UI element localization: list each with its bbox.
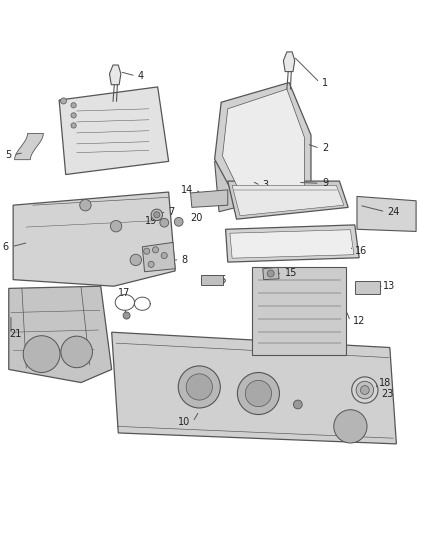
Polygon shape: [263, 268, 279, 280]
Circle shape: [148, 261, 154, 268]
Circle shape: [174, 217, 183, 226]
Circle shape: [161, 253, 167, 259]
Circle shape: [130, 254, 141, 265]
Polygon shape: [252, 268, 346, 355]
Polygon shape: [142, 243, 175, 272]
Circle shape: [356, 381, 374, 399]
Text: 3: 3: [263, 181, 269, 190]
Circle shape: [293, 400, 302, 409]
Polygon shape: [226, 225, 359, 262]
Polygon shape: [283, 52, 295, 71]
Polygon shape: [191, 190, 228, 207]
Polygon shape: [59, 87, 169, 174]
Text: 6: 6: [3, 242, 9, 252]
Polygon shape: [110, 65, 121, 85]
Circle shape: [237, 373, 279, 415]
Circle shape: [154, 212, 160, 218]
Circle shape: [123, 312, 130, 319]
Text: 4: 4: [138, 71, 144, 81]
Text: 1: 1: [322, 77, 328, 87]
Text: 14: 14: [180, 185, 193, 195]
Circle shape: [245, 381, 272, 407]
Polygon shape: [13, 192, 175, 286]
Circle shape: [360, 386, 369, 394]
Circle shape: [160, 219, 169, 227]
Circle shape: [61, 336, 92, 368]
Polygon shape: [355, 280, 380, 294]
Text: 18: 18: [379, 377, 391, 387]
Text: 4: 4: [208, 274, 215, 285]
Text: 19: 19: [145, 215, 158, 225]
Text: 9: 9: [322, 178, 328, 188]
Polygon shape: [201, 275, 223, 285]
Polygon shape: [230, 230, 354, 258]
Circle shape: [152, 247, 159, 253]
Text: 17: 17: [118, 288, 131, 298]
Circle shape: [144, 248, 150, 254]
Polygon shape: [357, 197, 416, 231]
Text: 15: 15: [285, 268, 297, 278]
Circle shape: [71, 113, 76, 118]
Circle shape: [267, 270, 274, 277]
Circle shape: [151, 209, 162, 221]
Text: 5: 5: [5, 150, 11, 160]
Circle shape: [186, 374, 212, 400]
Text: 23: 23: [381, 389, 393, 399]
Circle shape: [352, 377, 378, 403]
Text: 21: 21: [9, 329, 21, 340]
Polygon shape: [215, 83, 311, 212]
Polygon shape: [232, 185, 344, 216]
Text: 25: 25: [215, 274, 227, 285]
Circle shape: [110, 221, 122, 232]
Circle shape: [334, 410, 367, 443]
Text: 24: 24: [388, 207, 400, 217]
Text: 8: 8: [182, 255, 188, 265]
Text: 16: 16: [355, 246, 367, 256]
Text: 12: 12: [353, 316, 365, 326]
Text: 20: 20: [191, 213, 203, 223]
Text: 10: 10: [178, 417, 191, 427]
Circle shape: [23, 336, 60, 373]
Circle shape: [178, 366, 220, 408]
Circle shape: [60, 98, 67, 104]
Text: 7: 7: [169, 207, 175, 217]
Text: 13: 13: [383, 281, 396, 291]
Polygon shape: [223, 89, 304, 207]
Polygon shape: [112, 332, 396, 444]
Circle shape: [80, 199, 91, 211]
Polygon shape: [228, 181, 348, 219]
Text: 2: 2: [322, 143, 328, 154]
Circle shape: [71, 103, 76, 108]
Polygon shape: [9, 286, 112, 383]
Circle shape: [71, 123, 76, 128]
Polygon shape: [215, 142, 289, 212]
